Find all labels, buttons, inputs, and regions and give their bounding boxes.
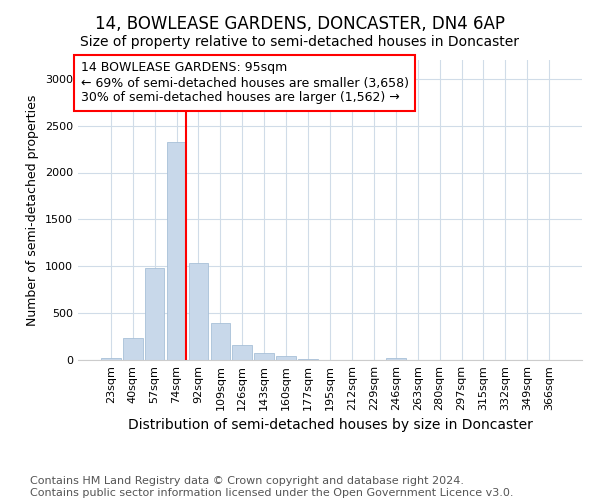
Bar: [211, 322, 230, 360]
Bar: [386, 358, 406, 360]
Text: Size of property relative to semi-detached houses in Doncaster: Size of property relative to semi-detach…: [80, 35, 520, 49]
Text: 14 BOWLEASE GARDENS: 95sqm
← 69% of semi-detached houses are smaller (3,658)
30%: 14 BOWLEASE GARDENS: 95sqm ← 69% of semi…: [80, 62, 409, 104]
Bar: [188, 262, 208, 360]
X-axis label: Distribution of semi-detached houses by size in Doncaster: Distribution of semi-detached houses by …: [128, 418, 532, 432]
Text: Contains HM Land Registry data © Crown copyright and database right 2024.
Contai: Contains HM Land Registry data © Crown c…: [30, 476, 514, 498]
Bar: [232, 345, 252, 360]
Bar: [145, 268, 164, 360]
Y-axis label: Number of semi-detached properties: Number of semi-detached properties: [26, 94, 40, 326]
Bar: [276, 356, 296, 360]
Bar: [298, 358, 318, 360]
Bar: [123, 338, 143, 360]
Text: 14, BOWLEASE GARDENS, DONCASTER, DN4 6AP: 14, BOWLEASE GARDENS, DONCASTER, DN4 6AP: [95, 15, 505, 33]
Bar: [167, 142, 187, 360]
Bar: [101, 358, 121, 360]
Bar: [254, 352, 274, 360]
